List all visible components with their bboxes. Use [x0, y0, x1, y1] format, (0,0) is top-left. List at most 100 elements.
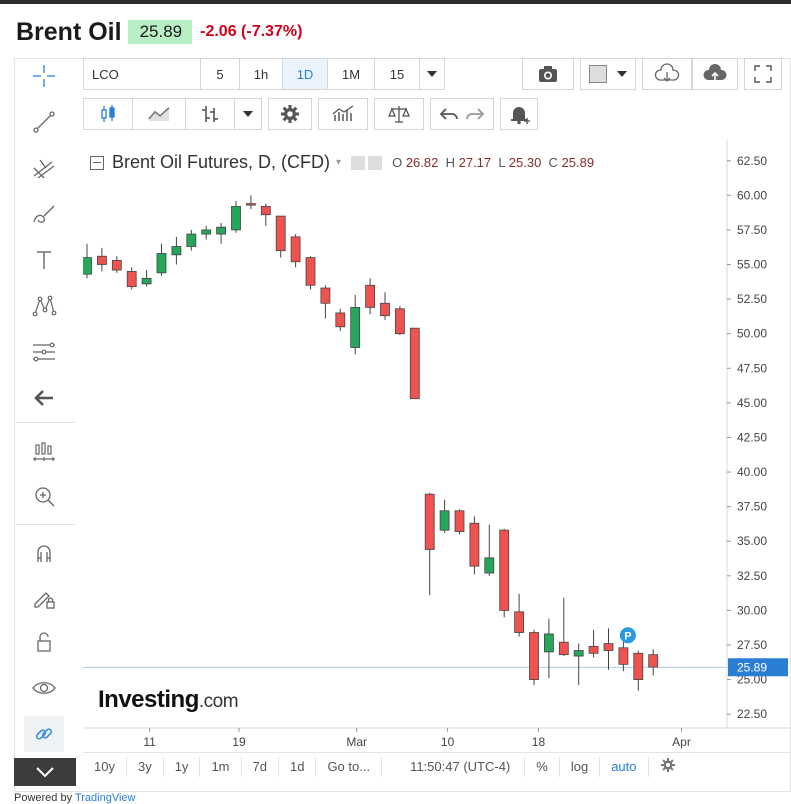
last-price-badge [728, 658, 788, 677]
interval-1d-button[interactable]: 1D [282, 58, 328, 90]
range-3y-button[interactable]: 3y [127, 757, 164, 777]
candle-body [156, 253, 167, 274]
candle-body [499, 529, 510, 611]
candle-body [260, 206, 271, 216]
x-tick-label: 18 [532, 735, 546, 749]
indicators-icon [332, 105, 354, 121]
powered-prefix: Powered by [14, 792, 73, 804]
settings-icon [281, 105, 299, 123]
color-picker-button[interactable] [580, 58, 636, 90]
eye-icon[interactable] [24, 670, 64, 706]
range-10y-button[interactable]: 10y [83, 757, 127, 777]
trend-line-icon[interactable] [24, 104, 64, 140]
candle-body [633, 652, 644, 680]
back-arrow-icon[interactable] [24, 380, 64, 416]
link-icon[interactable] [24, 716, 64, 752]
quote-header: Brent Oil 25.89 -2.06 (-7.37%) [16, 14, 302, 50]
camera-icon [539, 66, 557, 82]
log-toggle[interactable]: log [560, 757, 601, 777]
interval-dropdown-button[interactable] [419, 58, 445, 90]
chevron-down-icon [36, 767, 54, 778]
open-label: O [392, 155, 403, 170]
candle-body [573, 650, 584, 657]
undo-icon[interactable] [438, 103, 460, 125]
y-tick-label: 22.50 [737, 707, 767, 721]
y-tick-label: 40.00 [737, 465, 767, 479]
candle-body [201, 229, 212, 235]
text-icon[interactable] [24, 242, 64, 278]
range-1m-button[interactable]: 1m [200, 757, 242, 777]
tradingview-link[interactable]: TradingView [74, 792, 136, 804]
marker-label: P [624, 630, 631, 642]
range-7d-button[interactable]: 7d [242, 757, 279, 777]
candles-style-button[interactable] [83, 98, 133, 130]
magnet-icon[interactable] [24, 536, 64, 572]
y-tick-label: 37.50 [737, 500, 767, 514]
symbol-input[interactable]: LCO [83, 58, 201, 90]
crosshair-icon[interactable] [24, 58, 64, 94]
settings-button[interactable] [268, 98, 312, 130]
goto-button[interactable]: Go to... [316, 757, 383, 777]
chart-legend: Brent Oil Futures, D, (CFD) ▾ O 26.82 H … [90, 152, 594, 173]
chart-style-dropdown[interactable] [234, 98, 262, 130]
y-tick-label: 52.50 [737, 292, 767, 306]
candle-body [231, 206, 241, 231]
line-style-button[interactable] [132, 98, 186, 130]
price-chart[interactable]: 62.50 60.00 57.50 55.00 52.50 50.00 47.50 45.00… [83, 140, 791, 754]
brush-icon[interactable] [24, 196, 64, 232]
y-tick-label: 27.50 [737, 638, 767, 652]
fullscreen-button[interactable] [744, 58, 782, 90]
candles-icon [101, 105, 115, 122]
candle-body [558, 641, 569, 656]
indicators-button[interactable] [318, 98, 368, 130]
measure-icon[interactable] [24, 434, 64, 470]
unlock-icon[interactable] [24, 624, 64, 660]
interval-1m-button[interactable]: 1M [327, 58, 375, 90]
pitchfork-icon[interactable] [24, 150, 64, 186]
instrument-title: Brent Oil [16, 17, 122, 46]
percent-toggle[interactable]: % [525, 757, 560, 777]
candle-body [618, 647, 629, 665]
high-value: 27.17 [458, 155, 492, 170]
y-tick-label: 42.50 [737, 430, 767, 444]
interval-1h-button[interactable]: 1h [239, 58, 283, 90]
interval-label: 1D [296, 66, 314, 82]
candle-body [186, 233, 197, 247]
marker-badge [619, 627, 636, 644]
candle-body [469, 522, 480, 567]
auto-toggle[interactable]: auto [600, 757, 649, 777]
bars-style-button[interactable] [185, 98, 235, 130]
candle-body [350, 307, 361, 348]
y-tick-label: 62.50 [737, 154, 767, 168]
range-1y-button[interactable]: 1y [164, 757, 201, 777]
fib-icon[interactable] [24, 334, 64, 370]
lock-pencil-icon[interactable] [24, 580, 64, 616]
close-label: C [548, 155, 558, 170]
zoom-in-icon[interactable] [24, 478, 64, 514]
clock-timezone[interactable]: 11:50:47 (UTC-4) [382, 757, 526, 777]
candle-body [484, 557, 495, 574]
interval-5-button[interactable]: 5 [200, 58, 240, 90]
color-swatch [589, 65, 607, 83]
save-chart-button[interactable] [692, 58, 738, 90]
snapshot-button[interactable] [522, 58, 574, 90]
y-tick-label: 35.00 [737, 534, 767, 548]
bars-icon [202, 106, 218, 122]
range-1d-button[interactable]: 1d [279, 757, 317, 777]
pattern-icon[interactable] [24, 288, 64, 324]
candle-body [543, 633, 554, 653]
y-tick-label: 60.00 [737, 188, 767, 202]
scale-settings-button[interactable] [649, 757, 687, 777]
load-chart-button[interactable] [642, 58, 692, 90]
collapse-toolbar-button[interactable] [14, 758, 76, 786]
alert-button[interactable] [500, 98, 538, 130]
redo-icon[interactable] [464, 103, 486, 125]
y-tick-label: 50.00 [737, 327, 767, 341]
y-tick-label: 57.50 [737, 223, 767, 237]
compare-button[interactable] [374, 98, 424, 130]
collapse-legend-icon[interactable] [90, 155, 104, 170]
interval-15-button[interactable]: 15 [374, 58, 420, 90]
legend-caret-icon[interactable]: ▾ [336, 157, 342, 168]
legend-eye-icon[interactable] [351, 155, 366, 170]
legend-settings-icon[interactable] [368, 155, 383, 170]
